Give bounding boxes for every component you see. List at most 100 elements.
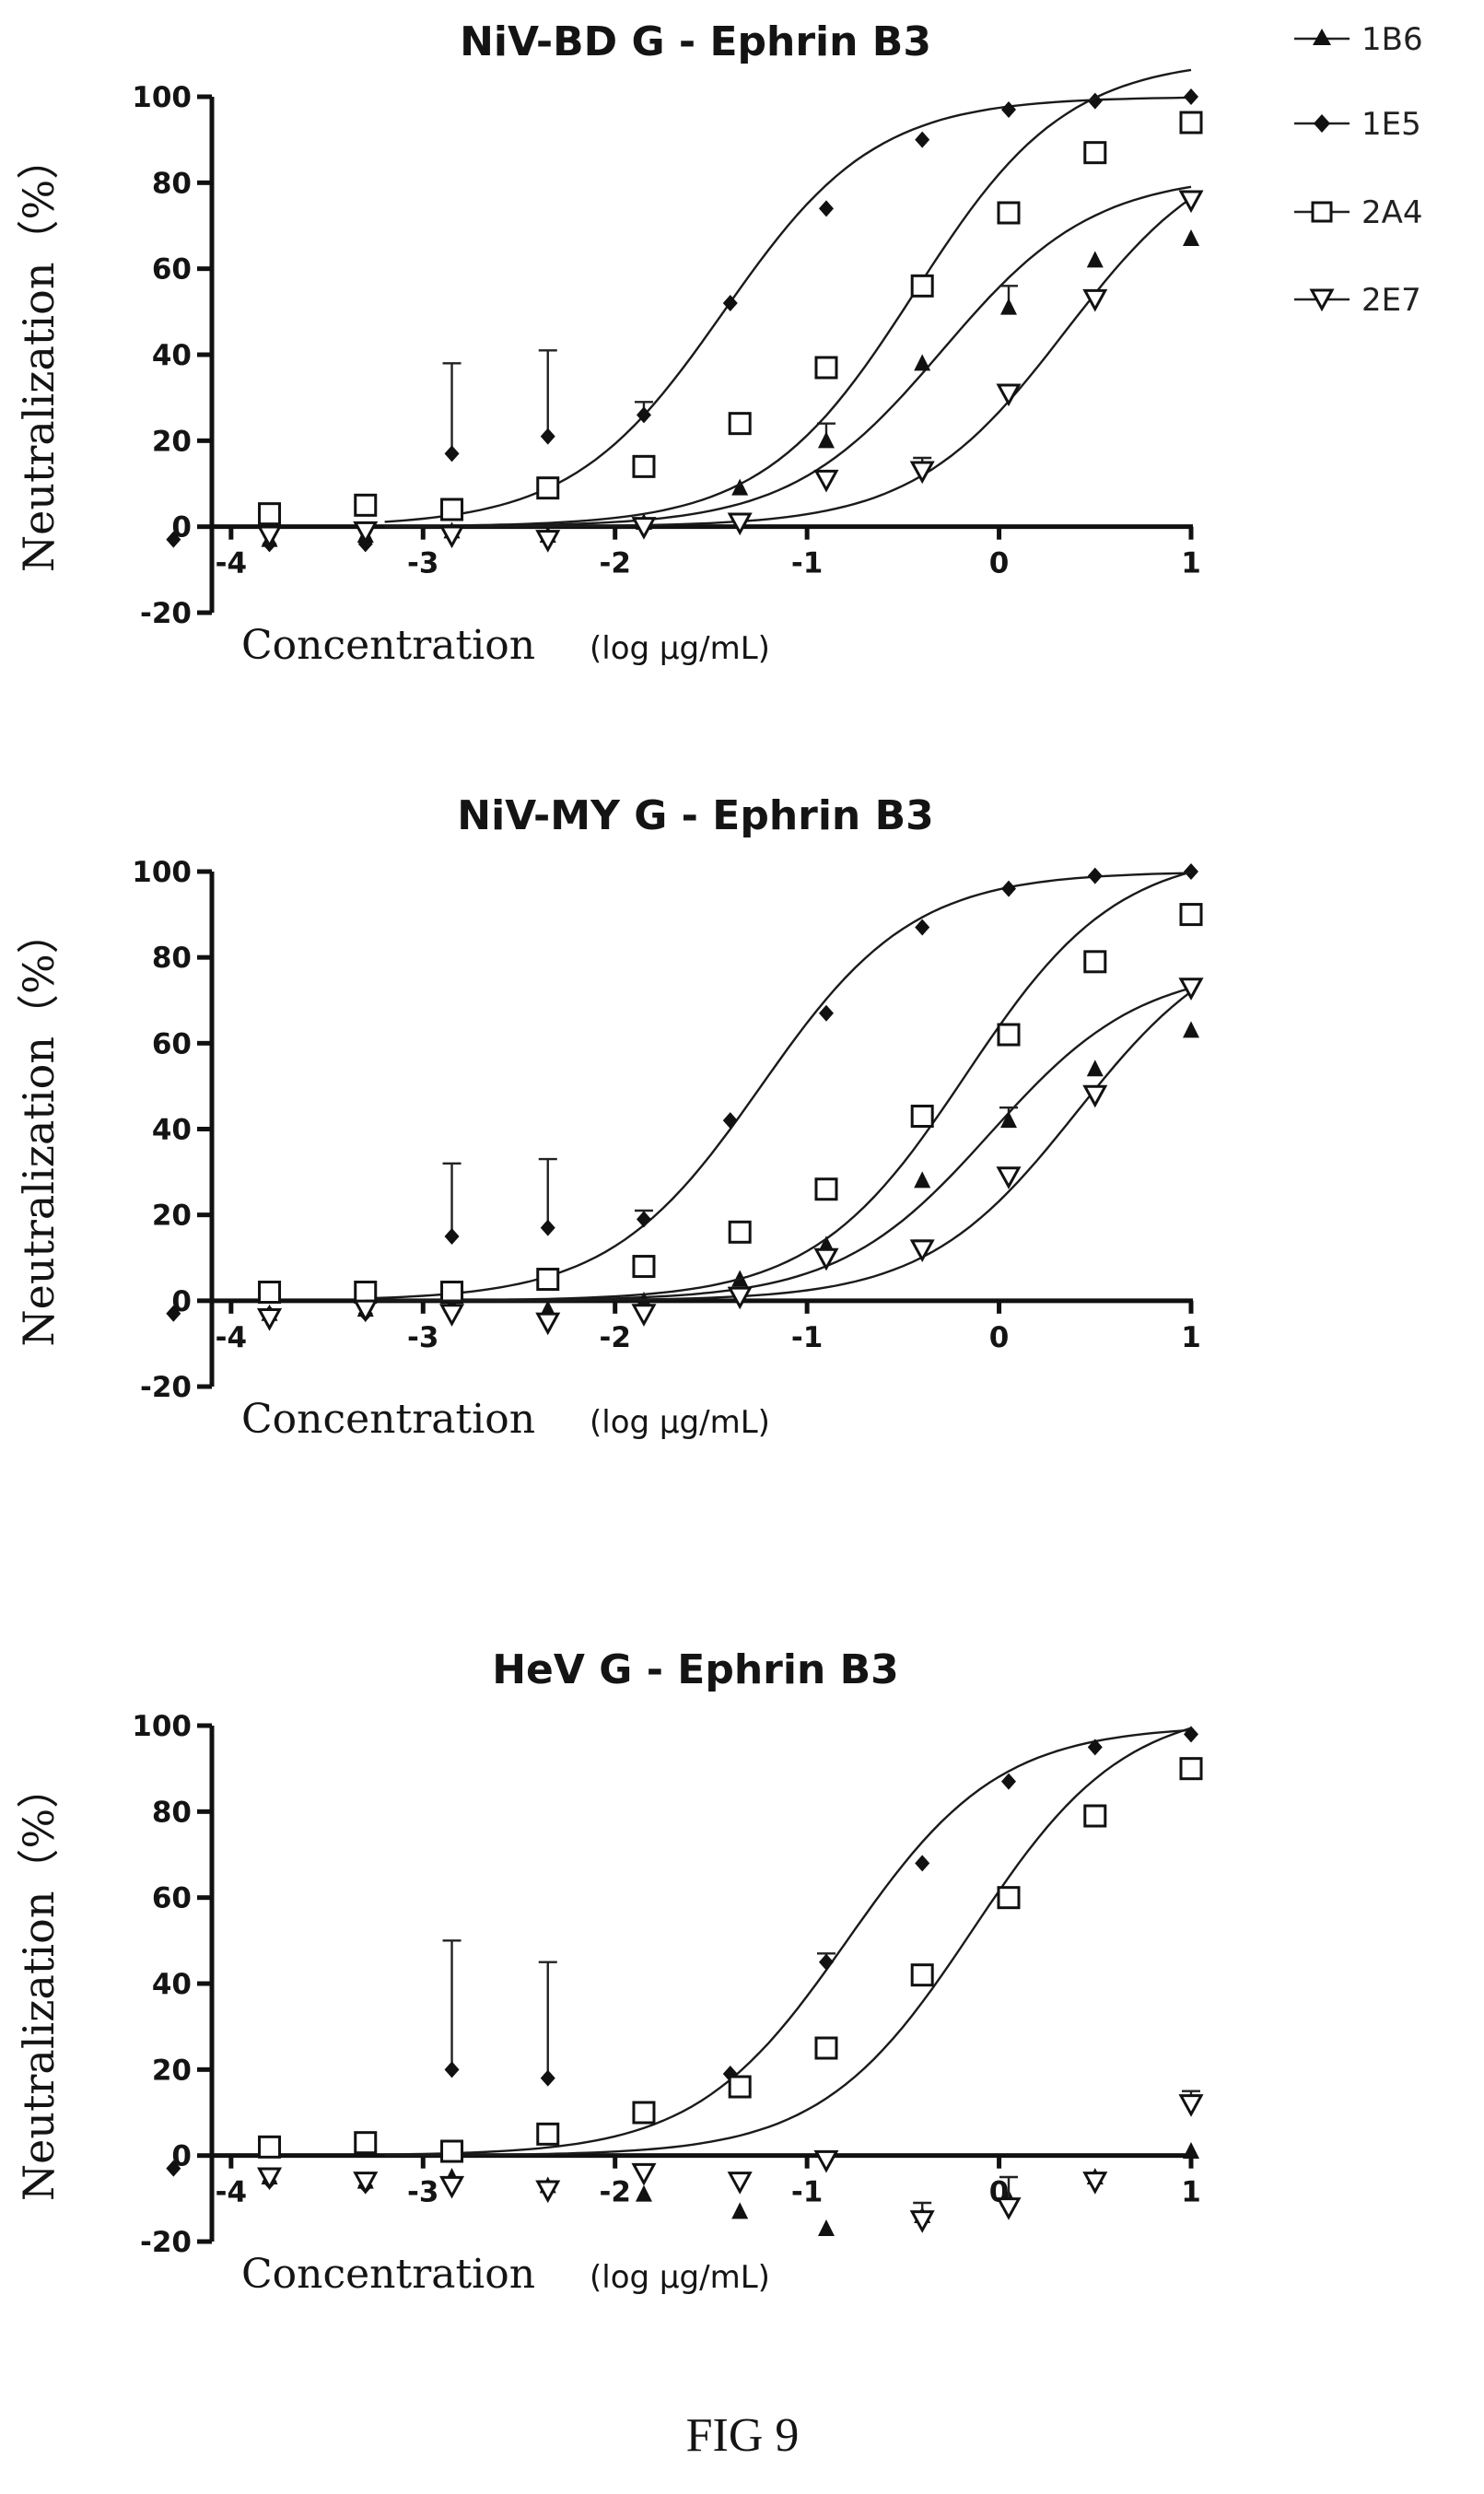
error-bar-1e5 (538, 349, 557, 437)
data-point-2a4 (814, 2036, 838, 2060)
data-point-2a4 (1179, 903, 1203, 927)
fit-curve-2e7 (384, 197, 1192, 528)
x-tick-label: 1 (1181, 547, 1201, 580)
y-tick-label: 20 (152, 2054, 192, 2087)
fit-curve-2a4 (384, 1727, 1192, 2157)
legend-item-2a4: 2A4 (1294, 194, 1423, 231)
data-point-2a4 (728, 1220, 752, 1244)
data-point-2e7 (996, 1166, 1022, 1189)
data-point-1b6 (731, 478, 749, 496)
x-tick-label: -2 (599, 1321, 630, 1354)
x-axis-unit-label: (log µg/mL) (590, 630, 770, 667)
series-2a4 (258, 871, 1203, 1305)
data-point-1e5 (915, 131, 930, 148)
x-tick-label: -3 (407, 547, 438, 580)
x-tick-label: -4 (216, 2176, 247, 2209)
x-tick-label: -1 (791, 2176, 823, 2209)
data-point-2a4 (1083, 141, 1107, 165)
y-tick-label: 100 (132, 81, 192, 114)
series-2e7 (256, 190, 1204, 553)
data-point-1e5 (444, 445, 460, 463)
data-point-1e5 (1087, 867, 1103, 884)
data-point-2a4 (440, 2139, 464, 2163)
data-point-1b6 (999, 298, 1017, 315)
data-point-1e5 (818, 200, 834, 217)
data-point-2e7 (256, 525, 283, 549)
data-point-2a4 (632, 2101, 656, 2125)
data-point-2a4 (354, 493, 378, 517)
legend-swatch-2e7 (1294, 288, 1350, 312)
y-tick-label: 20 (152, 425, 192, 458)
legend-label-2a4: 2A4 (1361, 194, 1423, 231)
y-tick-label: 60 (152, 1027, 192, 1060)
y-tick-label: -20 (140, 2226, 192, 2259)
data-point-1b6 (1086, 1060, 1104, 1077)
data-point-1e5 (1087, 1739, 1103, 1756)
data-point-1e5 (540, 427, 555, 445)
data-point-1e5 (636, 406, 651, 424)
data-point-2a4 (536, 476, 560, 500)
chart-panel-2: NiV-MY G - Ephrin B3 Neutralization（%） Con… (14, 792, 1204, 1443)
data-point-1e5 (540, 2069, 555, 2087)
data-point-2a4 (632, 454, 656, 478)
data-point-1e5 (722, 1112, 738, 1130)
data-point-2a4 (1083, 950, 1107, 974)
data-point-1e5 (1000, 1773, 1016, 1790)
legend-swatch-1b6 (1294, 29, 1350, 45)
y-axis-label: Neutralization（%） (14, 137, 64, 572)
data-point-1e5 (636, 1211, 651, 1228)
data-point-2e7 (535, 1312, 561, 1336)
data-point-2e7 (353, 2172, 379, 2195)
legend: 1B6 1E5 2A4 2E7 (1294, 21, 1423, 319)
data-point-1e5 (1184, 88, 1198, 105)
fit-curve-1b6 (365, 987, 1192, 1302)
data-point-2e7 (535, 530, 561, 553)
legend-item-2e7: 2E7 (1294, 282, 1421, 319)
data-point-2a4 (258, 2135, 282, 2159)
x-tick-label: 0 (989, 547, 1010, 580)
x-tick-label: -4 (216, 547, 247, 580)
data-point-2a4 (814, 1177, 838, 1201)
series-1b6 (261, 987, 1199, 1321)
series-1b6 (261, 185, 1199, 547)
legend-label-1e5: 1E5 (1361, 106, 1421, 143)
data-point-1e5 (915, 1855, 930, 1872)
y-tick-label: 80 (152, 167, 192, 200)
chart-title: HeV G - Ephrin B3 (492, 1646, 899, 1693)
data-point-1b6 (635, 2184, 652, 2202)
y-axis-label: Neutralization（%） (14, 911, 64, 1346)
legend-swatch-2a4 (1294, 201, 1350, 223)
data-point-2e7 (631, 2162, 657, 2186)
fit-curve-1e5 (384, 1728, 1192, 2156)
legend-label-1b6: 1B6 (1361, 21, 1423, 58)
data-point-1e5 (1000, 101, 1016, 118)
data-point-2e7 (909, 2210, 935, 2233)
data-point-2e7 (1082, 288, 1108, 312)
data-point-2a4 (1083, 1804, 1107, 1828)
data-point-2a4 (536, 1268, 560, 1292)
error-bar-1e5 (538, 1961, 557, 2078)
x-tick-label: -1 (791, 547, 823, 580)
fit-curve-2a4 (384, 68, 1192, 528)
data-point-2e7 (727, 2172, 753, 2195)
data-point-2e7 (1178, 190, 1204, 214)
data-point-1e5 (1000, 880, 1016, 897)
data-point-1e5 (444, 2061, 460, 2078)
x-tick-label: 1 (1181, 2176, 1201, 2209)
chart-title: NiV-BD G - Ephrin B3 (460, 18, 931, 65)
data-point-1b6 (914, 354, 931, 371)
data-point-2e7 (631, 517, 657, 540)
series-2a4 (258, 68, 1203, 528)
data-point-2a4 (258, 1281, 282, 1305)
y-tick-label: 80 (152, 1796, 192, 1829)
chart-title: NiV-MY G - Ephrin B3 (457, 792, 933, 839)
data-point-1e5 (540, 1219, 555, 1236)
x-axis-label: Concentration (241, 622, 535, 669)
x-axis-unit-label: (log µg/mL) (590, 2259, 770, 2296)
data-point-2e7 (631, 1304, 657, 1327)
error-bar-1e5 (442, 362, 462, 454)
y-tick-label: 100 (132, 1710, 192, 1743)
data-point-2e7 (996, 2197, 1022, 2220)
y-tick-label: 40 (152, 1968, 192, 2001)
data-point-2a4 (258, 502, 282, 526)
